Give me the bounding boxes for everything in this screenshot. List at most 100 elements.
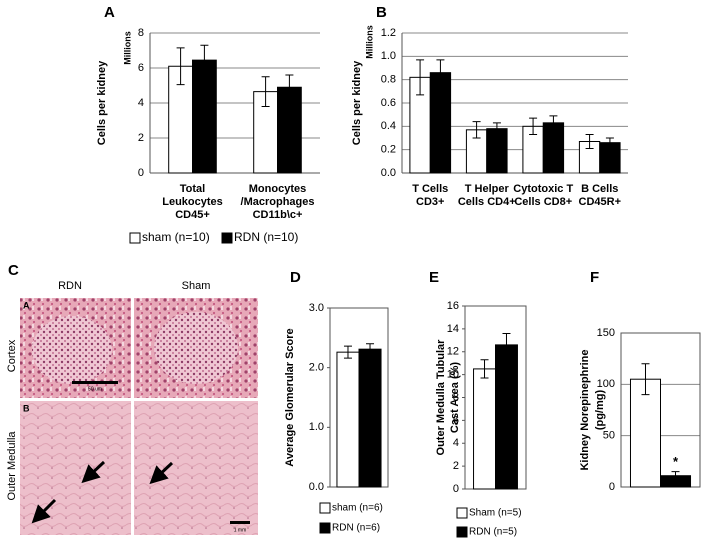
y-tick-label: 0.4 [381, 120, 396, 132]
legend-label: RDN (n=5) [469, 527, 517, 538]
x-tick-label: CD3+ [416, 196, 444, 208]
y-axis-label: Cast Area (%) [449, 362, 461, 433]
legend-label: Sham (n=5) [469, 508, 522, 519]
error-bar [671, 471, 680, 481]
panel-label: E [429, 269, 439, 286]
arrow [149, 461, 174, 485]
error-bar [261, 76, 270, 107]
error-bar [641, 363, 650, 396]
bar [358, 348, 382, 488]
histology-image [134, 401, 258, 535]
y-tick-label: 150 [597, 327, 615, 339]
y-tick-label: 2.0 [309, 362, 324, 374]
bar [473, 368, 497, 490]
error-bar [176, 47, 185, 86]
panel-c: C RDN Sham Cortex Outer Medulla A B 50 u… [6, 262, 258, 535]
x-tick-label: CD45+ [175, 209, 210, 221]
x-tick-label: B Cells [581, 183, 618, 195]
legend-swatch [319, 502, 331, 514]
subpanel-label: B [23, 403, 30, 413]
histology-image [20, 401, 131, 535]
panel-label: A [104, 4, 115, 21]
y-tick-label: 8 [453, 391, 459, 403]
y-tick-label: 0.0 [381, 167, 396, 179]
x-tick-label: Total [180, 183, 205, 195]
x-tick-label: /Macrophages [241, 196, 315, 208]
error-bar [200, 44, 209, 76]
y-tick-label: 1.2 [381, 27, 396, 39]
error-bar [285, 74, 294, 100]
y-tick-label: 0.2 [381, 144, 396, 156]
x-tick-label: T Helper [465, 183, 510, 195]
panel-label: B [376, 4, 387, 21]
bar [277, 86, 302, 174]
scale-bar [72, 381, 118, 384]
y-tick-label: 0.6 [381, 97, 396, 109]
y-tick-label: 10 [447, 369, 459, 381]
error-bar [343, 345, 352, 359]
y-axis-label: Average Glomerular Score [284, 328, 296, 466]
y-axis-label: Kidney Norepinephrine [579, 349, 591, 470]
y-tick-label: 2 [138, 132, 144, 144]
x-tick-label: CD11b\c+ [253, 209, 303, 221]
error-bar [472, 121, 481, 139]
y-tick-label: 100 [597, 378, 615, 390]
y-tick-label: 0 [609, 481, 615, 493]
legend-swatch [129, 232, 141, 244]
column-label: Sham [182, 280, 211, 292]
column-label: RDN [58, 280, 82, 292]
y-axis-label: Outer Medulla Tubular [435, 339, 447, 456]
error-bar [480, 359, 489, 379]
row-label: Cortex [6, 339, 18, 372]
y-axis-unit: Millions [122, 31, 132, 65]
scale-bar [230, 521, 250, 524]
error-bar [492, 122, 501, 135]
legend-swatch [221, 232, 233, 244]
y-tick-label: 1.0 [309, 421, 324, 433]
error-bar [416, 59, 425, 96]
y-axis-label: Cells per kidney [351, 60, 363, 145]
error-bar [529, 117, 538, 135]
error-bar [502, 332, 511, 357]
y-tick-label: 4 [138, 97, 144, 109]
subpanel-label: A [23, 300, 30, 310]
error-bar [549, 115, 558, 131]
x-tick-label: Cells CD4+ [458, 196, 516, 208]
y-axis-label: Cells per kidney [96, 60, 108, 145]
glomerulus [154, 312, 238, 384]
error-bar [605, 137, 614, 148]
error-bar [585, 134, 594, 149]
y-tick-label: 0 [138, 167, 144, 179]
y-tick-label: 0 [453, 483, 459, 495]
scale-label: 50 um [88, 386, 102, 392]
arrow [31, 498, 57, 524]
y-tick-label: 4 [453, 437, 459, 449]
bar [336, 351, 360, 488]
legend-label: sham (n=6) [332, 503, 383, 514]
x-tick-label: Cytotoxic T [513, 183, 573, 195]
x-tick-label: T Cells [412, 183, 448, 195]
error-bar [366, 343, 375, 356]
x-tick-label: CD45R+ [579, 196, 622, 208]
y-tick-label: 0.0 [309, 481, 324, 493]
y-tick-label: 1.0 [381, 50, 396, 62]
y-axis-unit: Millions [364, 25, 374, 59]
x-tick-label: Leukocytes [162, 196, 223, 208]
x-tick-label: Cells CD8+ [514, 196, 572, 208]
legend-swatch [456, 526, 468, 538]
bar [486, 128, 508, 174]
y-tick-label: 6 [453, 414, 459, 426]
arrow [81, 460, 106, 484]
bar [192, 59, 217, 174]
bar [429, 72, 452, 174]
scale-label: 1 mm [234, 527, 247, 533]
bar [495, 344, 518, 490]
legend-label: sham (n=10) [142, 230, 210, 244]
y-tick-label: 14 [447, 323, 459, 335]
y-tick-label: 0.8 [381, 74, 396, 86]
y-axis-label: (pg/mg) [594, 390, 606, 431]
x-tick-label: Monocytes [249, 183, 306, 195]
error-bar [436, 59, 445, 86]
bar [629, 378, 661, 488]
